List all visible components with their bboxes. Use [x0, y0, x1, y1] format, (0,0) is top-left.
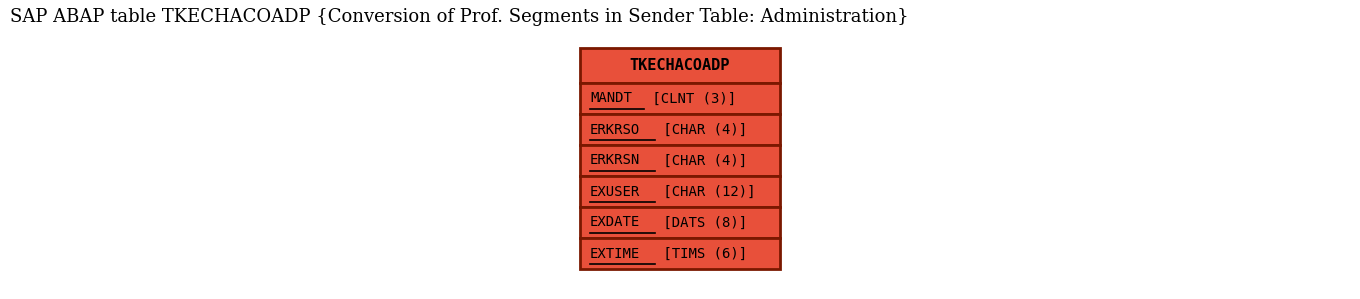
- Text: [TIMS (6)]: [TIMS (6)]: [654, 246, 747, 260]
- Bar: [579, 83, 781, 114]
- Text: [DATS (8)]: [DATS (8)]: [654, 216, 747, 230]
- Text: EXUSER: EXUSER: [590, 184, 641, 199]
- Text: EXDATE: EXDATE: [590, 216, 641, 230]
- Text: TKECHACOADP: TKECHACOADP: [630, 58, 730, 73]
- Text: [CHAR (4)]: [CHAR (4)]: [654, 153, 747, 167]
- Text: ERKRSN: ERKRSN: [590, 153, 641, 167]
- Text: [CLNT (3)]: [CLNT (3)]: [645, 91, 736, 106]
- Text: MANDT: MANDT: [590, 91, 632, 106]
- Bar: [579, 207, 781, 238]
- Text: SAP ABAP table TKECHACOADP {Conversion of Prof. Segments in Sender Table: Admini: SAP ABAP table TKECHACOADP {Conversion o…: [10, 8, 908, 26]
- Bar: [579, 145, 781, 176]
- Text: [CHAR (12)]: [CHAR (12)]: [654, 184, 755, 199]
- Bar: [579, 48, 781, 83]
- Bar: [579, 176, 781, 207]
- Bar: [579, 238, 781, 269]
- Text: EXTIME: EXTIME: [590, 246, 641, 260]
- Text: ERKRSO: ERKRSO: [590, 123, 641, 137]
- Text: [CHAR (4)]: [CHAR (4)]: [654, 123, 747, 137]
- Bar: [579, 114, 781, 145]
